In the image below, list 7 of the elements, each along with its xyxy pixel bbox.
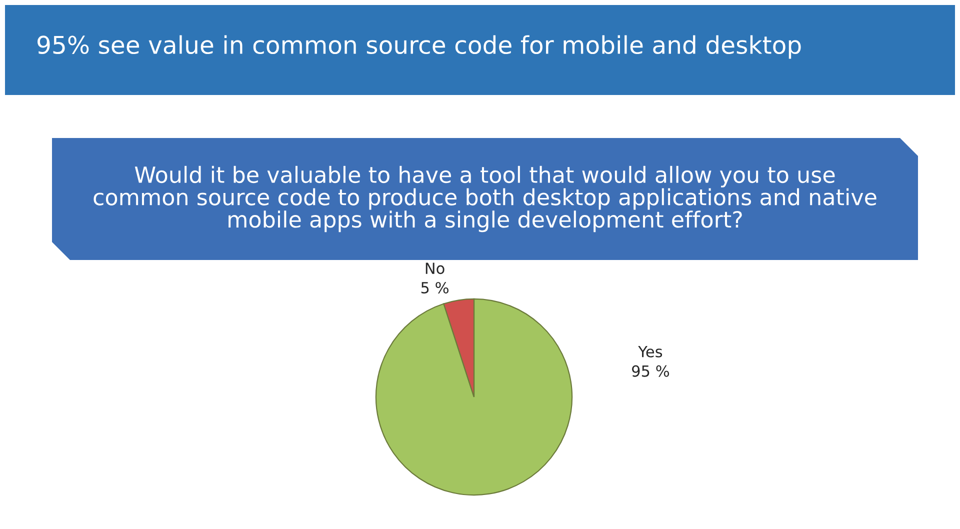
slice-label: No bbox=[426, 262, 444, 274]
data-label: 95 % bbox=[632, 365, 670, 377]
data-label: 5 % bbox=[421, 282, 448, 294]
pie-slice bbox=[375, 298, 573, 496]
slice-label: Yes bbox=[638, 346, 662, 358]
chart-subtitle: Would it be valuable to have a tool that would allow you to use common source code to produce both desktop applications and native mobile apps with a single development effort? bbox=[94, 166, 876, 232]
chart-title: 95% see value in common source code for mobile and desktop bbox=[38, 35, 801, 59]
